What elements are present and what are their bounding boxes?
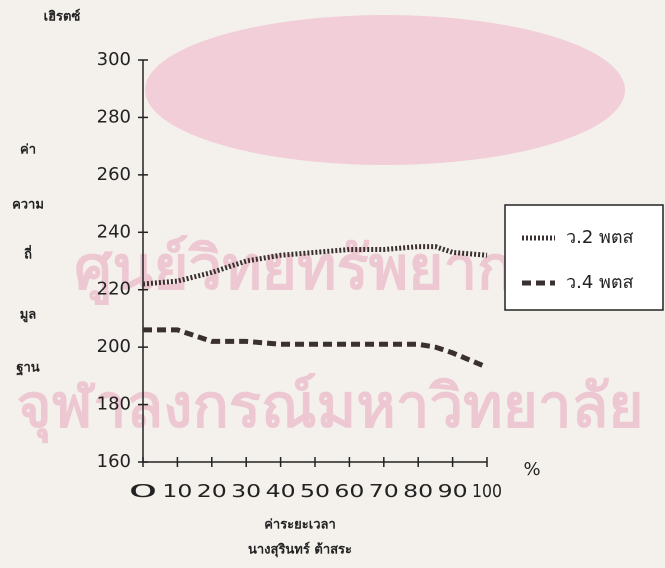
y-tick-label: 220 [97, 279, 131, 300]
x-tick-label: 90 [438, 481, 468, 502]
subtitle: นางสุรินทร์ ต้าสระ [248, 542, 352, 558]
x-tick-label: 10 [162, 481, 192, 502]
y-tick-label: 180 [97, 394, 131, 415]
legend-label: ว.4 พตส [566, 272, 634, 293]
x-tick-label: 50 [300, 481, 330, 502]
x-tick-label: 20 [197, 481, 227, 502]
x-tick-label: 30 [231, 481, 261, 502]
y-label-word: ฐาน [16, 361, 39, 377]
x-tick-label: 70 [369, 481, 399, 502]
series-line [143, 327, 488, 370]
y-unit-label: เฮิรตซ์ [44, 9, 81, 25]
y-label-word: มูล [20, 308, 37, 323]
x-tick-label: 0 [128, 481, 158, 502]
x-tick-label: 60 [334, 481, 364, 502]
y-tick-label: 260 [97, 164, 131, 185]
legend-box [504, 204, 664, 311]
watermark-line: ศูนย์วิทยทรัพยากร [74, 234, 545, 306]
y-label-word: ค่า [20, 143, 36, 158]
y-label-word: ความ [12, 198, 44, 213]
series-line [142, 244, 488, 287]
legend-label: ว.2 พตส [566, 227, 634, 248]
x-tick-label: 80 [403, 481, 433, 502]
x-tick-label: 40 [266, 481, 296, 502]
y-tick-label: 160 [97, 451, 131, 472]
x-unit-label: % [523, 459, 540, 480]
y-tick-label: 200 [97, 336, 131, 357]
y-label-word: ถี่ [24, 245, 32, 263]
x-axis-label: ค่าระยะเวลา [264, 518, 336, 533]
x-tick-label: 100 [472, 481, 502, 502]
watermark-emblem [145, 15, 625, 165]
watermark-line: จุฬาลงกรณ์มหาวิทยาลัย [17, 372, 644, 444]
y-tick-label: 240 [97, 221, 131, 242]
y-tick-label: 280 [97, 106, 131, 127]
y-tick-label: 300 [97, 49, 131, 70]
